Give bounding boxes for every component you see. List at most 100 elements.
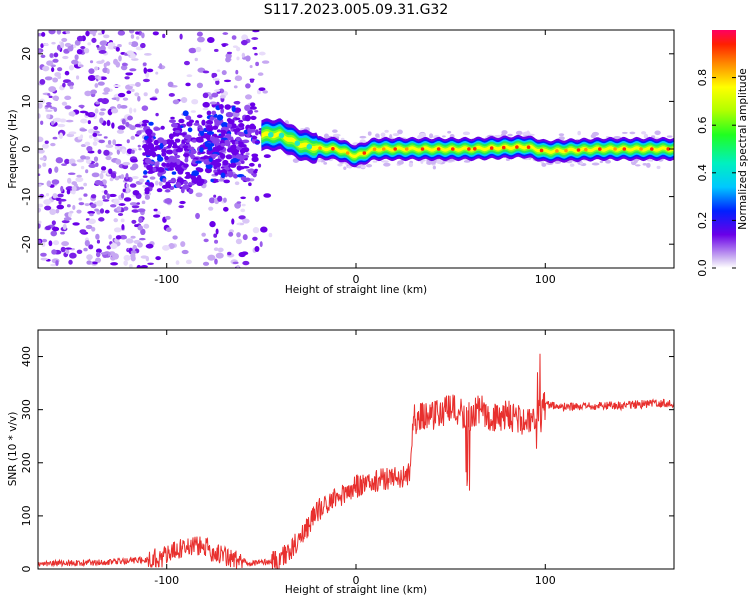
spectrogram-cell (116, 206, 122, 212)
spectrogram-cell (236, 46, 241, 52)
spectrogram-cell (155, 112, 159, 117)
spectrogram-cell (249, 79, 254, 83)
spectrogram-cell (247, 127, 253, 135)
spectrogram-cell (56, 44, 61, 51)
spectrogram-cell (191, 170, 200, 177)
spectrogram-cell (125, 173, 129, 180)
spectrogram-cell (87, 120, 91, 125)
spectrogram-cell (118, 55, 122, 62)
spectrogram-cell (206, 131, 215, 135)
spectrogram-cell (183, 60, 190, 66)
spectrogram-cell (56, 30, 62, 35)
spectrogram-cell (222, 43, 227, 48)
spectrogram-cell (202, 92, 209, 99)
spectrogram-cell (94, 66, 99, 71)
spectrogram-cell (238, 123, 245, 128)
spectrogram-cell (190, 149, 197, 155)
spectrogram-cell (156, 156, 164, 162)
spectrogram-cell (65, 247, 72, 250)
spectrogram-cell (240, 176, 247, 181)
spectrogram-cell (88, 68, 95, 75)
spectrogram-cell (113, 227, 122, 233)
spectrogram-cell (85, 111, 89, 116)
spectrogram-cell (244, 104, 251, 112)
spectrogram-cell (244, 94, 252, 100)
spectrogram-cell (160, 125, 165, 130)
spectrogram-cell (136, 264, 142, 268)
spectrogram-cell (65, 249, 70, 254)
spectrogram-cell (74, 54, 79, 61)
spectrogram-cell (241, 34, 249, 41)
spectrogram-cell (323, 161, 328, 165)
spectrogram-peak (598, 147, 602, 151)
spectrogram-cell (347, 165, 353, 169)
spectrogram-cell (209, 101, 217, 105)
spectrogram-cell (49, 208, 57, 215)
spectrogram-cell (372, 160, 378, 163)
spectrogram-cell (238, 251, 246, 258)
spectrogram-cell (375, 133, 380, 138)
spectrogram-cell (114, 145, 120, 150)
spectrogram-cell (128, 107, 133, 114)
spectrogram-cell (110, 108, 119, 114)
spectrogram-cell (97, 133, 103, 137)
spectrogram-cell (40, 257, 48, 261)
spectrogram-cell (227, 171, 234, 178)
spectrogram-cell (91, 226, 96, 232)
spectrogram-cell (239, 222, 245, 226)
spectrogram-cell (241, 203, 246, 207)
spectrogram-cell (129, 52, 136, 59)
spectrogram-cell (113, 84, 121, 88)
spectrogram-cell (141, 105, 149, 111)
spectrogram-peak (473, 146, 477, 151)
spectrogram-cell (235, 153, 243, 160)
spectrogram-cell (79, 186, 84, 190)
spectrogram-cell (263, 154, 271, 159)
spectrogram-cell (196, 31, 203, 37)
spectrogram-cell (211, 72, 218, 78)
spectrogram-cell (88, 30, 96, 35)
spectrogram-cell (380, 132, 386, 137)
spectrogram-cell (221, 122, 229, 128)
spectrogram-cell (110, 262, 118, 266)
spectrogram-cell (232, 128, 241, 133)
colorbar-tick-label: 0.0 (696, 259, 709, 277)
snr-x-tick-label: 100 (535, 574, 556, 587)
spectrogram-cell (252, 236, 258, 241)
spectrogram-cell (432, 165, 436, 170)
spectrogram-cell (219, 94, 226, 99)
spectrogram-cell (167, 81, 174, 88)
spectrogram-cell (117, 92, 126, 98)
spectrogram-cell (171, 122, 179, 128)
spectrogram-cell (40, 252, 47, 257)
spectrogram-cell (130, 41, 139, 48)
spectrogram-cell (131, 209, 140, 213)
spectrogram-cell (165, 227, 172, 233)
spectrogram-peak (362, 151, 367, 155)
spectrogram-cell (186, 74, 193, 78)
spectrogram-cell (45, 192, 50, 197)
spectrogram-cell (180, 187, 185, 194)
spectrogram-cell (51, 41, 56, 45)
spectrogram-cell (103, 184, 107, 189)
spectrogram-cell (100, 252, 108, 255)
spectrogram-cell (233, 173, 239, 179)
spectrogram-cell (195, 192, 203, 198)
spectrogram-cell (52, 95, 60, 101)
spectrogram-cell (185, 82, 191, 87)
colorbar-tick-label: 0.8 (696, 69, 709, 87)
spectrogram-cell (46, 101, 52, 106)
spectrogram-cell (84, 90, 92, 97)
spectrogram-cell (92, 261, 98, 265)
spectrogram-peak (613, 147, 617, 151)
spectrogram-cell (94, 83, 99, 88)
spectrogram-cell (89, 112, 94, 116)
spectrogram-cell (89, 213, 94, 217)
spectrogram-cell (168, 119, 176, 124)
spectrogram-cell (112, 139, 117, 146)
spectrogram-cell (121, 224, 125, 231)
spectrogram-x-tick-label: -100 (154, 273, 179, 286)
spectrogram-cell (83, 182, 88, 187)
snr-frame (37, 329, 675, 570)
